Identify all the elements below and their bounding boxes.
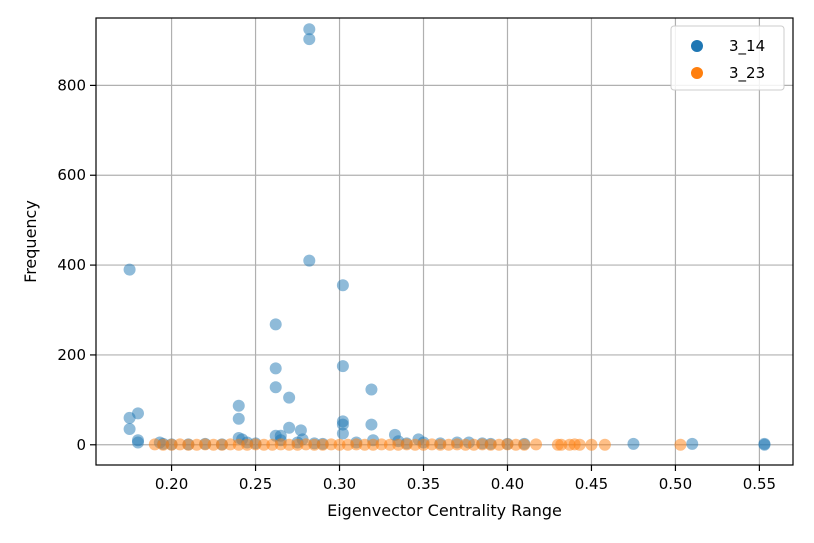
data-point: [484, 438, 497, 451]
x-tick-label: 0.30: [323, 475, 356, 493]
data-point: [598, 438, 611, 451]
x-tick-label: 0.35: [407, 475, 440, 493]
y-tick-label: 200: [57, 346, 86, 364]
x-tick-label: 0.50: [659, 475, 692, 493]
data-point: [294, 424, 307, 437]
x-tick-label: 0.40: [491, 475, 524, 493]
data-points: [123, 23, 771, 451]
data-point: [336, 427, 349, 440]
data-point: [585, 438, 598, 451]
legend-box: [670, 25, 785, 91]
data-point: [308, 438, 321, 451]
data-point: [123, 263, 136, 276]
data-point: [283, 391, 296, 404]
data-point: [283, 438, 296, 451]
data-point: [336, 418, 349, 431]
y-axis-label: Frequency: [21, 200, 40, 283]
data-point: [674, 438, 687, 451]
data-point: [530, 438, 543, 451]
data-point: [157, 438, 170, 451]
data-point: [383, 438, 396, 451]
x-tick-label: 0.20: [155, 475, 188, 493]
plot-frame: [95, 17, 794, 466]
data-point: [123, 423, 136, 436]
data-point: [509, 438, 522, 451]
legend: 3_14 3_23: [670, 25, 785, 91]
data-point: [303, 33, 316, 46]
data-point: [518, 438, 531, 451]
data-point: [336, 279, 349, 292]
data-point: [303, 254, 316, 267]
data-point: [627, 437, 640, 450]
data-point: [207, 438, 220, 451]
data-point: [303, 23, 316, 36]
y-tick-label: 800: [57, 76, 86, 94]
x-tick-label: 0.25: [239, 475, 272, 493]
data-point: [232, 412, 245, 425]
data-point: [131, 436, 144, 449]
x-axis-ticks: 0.20 0.25 0.30 0.35 0.40 0.45 0.50 0.55: [155, 465, 776, 493]
legend-marker: [691, 40, 703, 52]
x-axis-label: Eigenvector Centrality Range: [327, 501, 562, 520]
data-point: [459, 438, 472, 451]
data-point: [365, 383, 378, 396]
data-point: [232, 399, 245, 412]
x-tick-label: 0.45: [575, 475, 608, 493]
y-tick-label: 600: [57, 166, 86, 184]
legend-label: 3_14: [729, 37, 765, 56]
legend-label: 3_23: [729, 64, 765, 83]
data-point: [269, 381, 282, 394]
data-point: [269, 362, 282, 375]
data-point: [434, 438, 447, 451]
data-point: [269, 318, 282, 331]
data-point: [333, 438, 346, 451]
data-point: [758, 438, 771, 451]
data-point: [131, 407, 144, 420]
data-point: [336, 360, 349, 373]
x-tick-label: 0.55: [743, 475, 776, 493]
series-3_23: [148, 438, 687, 451]
data-point: [182, 438, 195, 451]
data-point: [257, 438, 270, 451]
data-point: [283, 421, 296, 434]
y-tick-label: 400: [57, 256, 86, 274]
y-tick-label: 0: [76, 436, 86, 454]
data-point: [365, 418, 378, 431]
data-point: [686, 437, 699, 450]
data-point: [358, 438, 371, 451]
data-point: [409, 438, 422, 451]
data-point: [555, 438, 568, 451]
legend-marker: [691, 67, 703, 79]
y-axis-ticks: 0 200 400 600 800: [57, 76, 96, 454]
data-point: [232, 438, 245, 451]
data-point: [573, 438, 586, 451]
